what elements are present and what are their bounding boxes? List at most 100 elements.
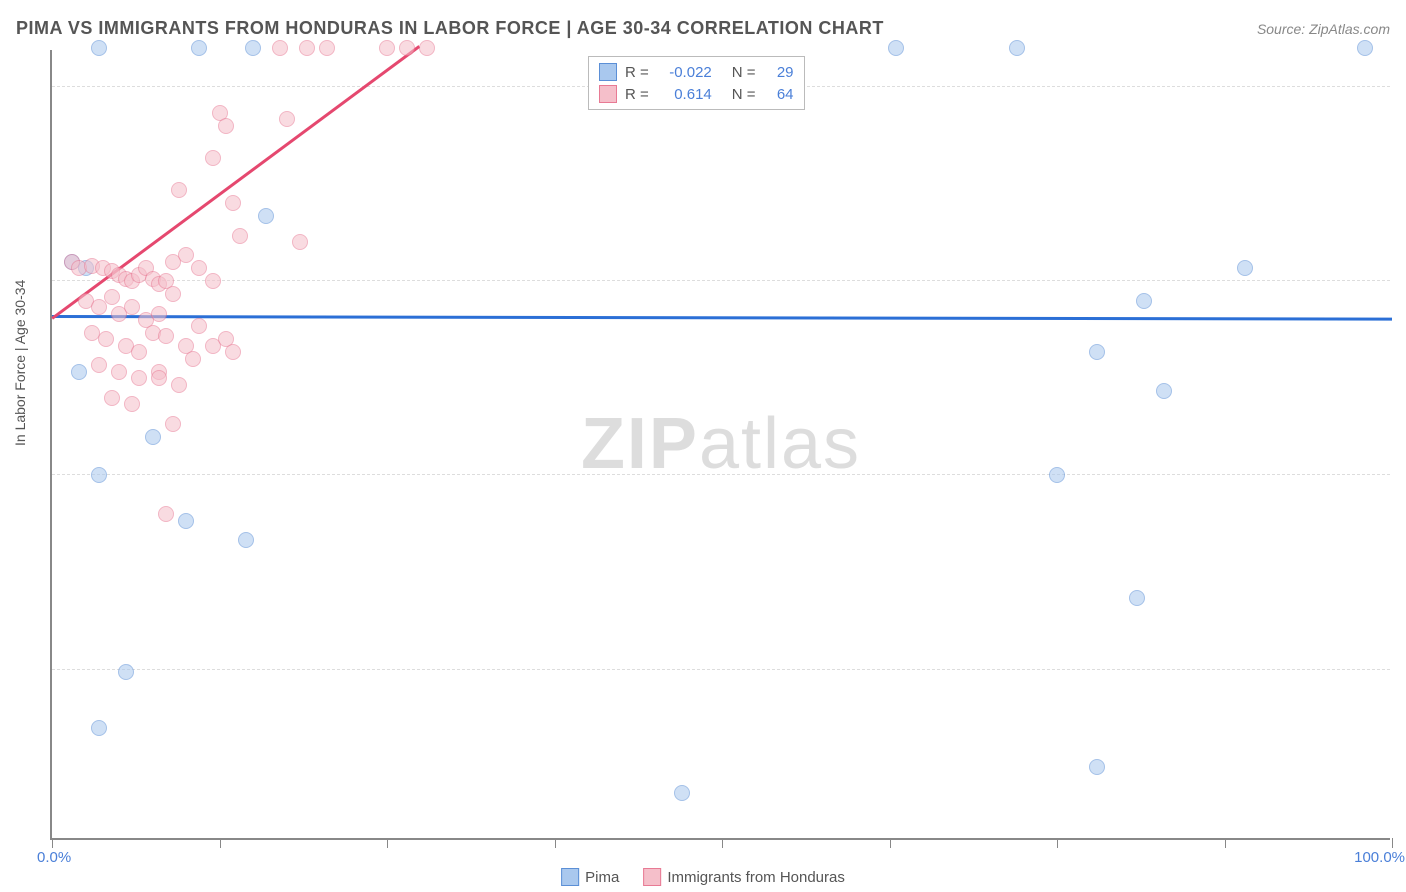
data-point [171, 377, 187, 393]
data-point [1237, 260, 1253, 276]
gridline [52, 669, 1390, 670]
data-point [238, 532, 254, 548]
data-point [185, 351, 201, 367]
data-point [419, 40, 435, 56]
data-point [1049, 467, 1065, 483]
legend-label: Immigrants from Honduras [667, 869, 845, 886]
stat-r-value: -0.022 [657, 64, 712, 81]
data-point [1357, 40, 1373, 56]
data-point [1156, 383, 1172, 399]
x-tick [722, 838, 723, 848]
legend-label: Pima [585, 869, 619, 886]
data-point [191, 40, 207, 56]
legend-swatch [599, 85, 617, 103]
x-tick [52, 838, 53, 848]
data-point [399, 40, 415, 56]
data-point [165, 286, 181, 302]
legend-swatch [643, 868, 661, 886]
data-point [131, 370, 147, 386]
data-point [111, 364, 127, 380]
data-point [292, 234, 308, 250]
legend-item: Pima [561, 868, 619, 886]
y-tick-label: 85.0% [1400, 256, 1406, 273]
stat-r-label: R = [625, 64, 649, 81]
data-point [191, 260, 207, 276]
x-tick [387, 838, 388, 848]
y-axis-label: In Labor Force | Age 30-34 [12, 280, 28, 446]
data-point [158, 328, 174, 344]
watermark: ZIPatlas [581, 403, 861, 485]
stat-r-label: R = [625, 86, 649, 103]
trend-line [52, 315, 1392, 320]
data-point [888, 40, 904, 56]
source-attribution: Source: ZipAtlas.com [1257, 21, 1390, 37]
data-point [91, 720, 107, 736]
data-point [165, 416, 181, 432]
legend-swatch [599, 63, 617, 81]
data-point [104, 390, 120, 406]
data-point [258, 208, 274, 224]
legend-swatch [561, 868, 579, 886]
data-point [91, 299, 107, 315]
data-point [151, 306, 167, 322]
stat-r-value: 0.614 [657, 86, 712, 103]
data-point [1089, 759, 1105, 775]
bottom-legend: Pima Immigrants from Honduras [561, 868, 845, 886]
stats-row: R =0.614N =64 [599, 83, 794, 105]
x-tick [555, 838, 556, 848]
data-point [674, 785, 690, 801]
stats-box: R =-0.022N =29R =0.614N =64 [588, 56, 805, 110]
data-point [225, 195, 241, 211]
data-point [272, 40, 288, 56]
data-point [225, 344, 241, 360]
data-point [118, 664, 134, 680]
x-min-label: 0.0% [37, 849, 71, 866]
gridline [52, 474, 1390, 475]
data-point [71, 364, 87, 380]
data-point [218, 118, 234, 134]
x-tick [890, 838, 891, 848]
data-point [1089, 344, 1105, 360]
data-point [124, 299, 140, 315]
chart-title: PIMA VS IMMIGRANTS FROM HONDURAS IN LABO… [16, 18, 884, 39]
x-tick [1057, 838, 1058, 848]
x-tick [1392, 838, 1393, 848]
data-point [124, 396, 140, 412]
data-point [91, 467, 107, 483]
data-point [91, 357, 107, 373]
data-point [104, 289, 120, 305]
data-point [1136, 293, 1152, 309]
data-point [178, 513, 194, 529]
scatter-plot: ZIPatlas 55.0%70.0%85.0%100.0%0.0%100.0%… [50, 50, 1390, 840]
data-point [1009, 40, 1025, 56]
y-tick-label: 100.0% [1400, 61, 1406, 78]
data-point [151, 370, 167, 386]
data-point [98, 331, 114, 347]
stat-n-label: N = [732, 86, 756, 103]
data-point [131, 344, 147, 360]
data-point [91, 40, 107, 56]
x-tick [220, 838, 221, 848]
y-tick-label: 55.0% [1400, 644, 1406, 661]
data-point [319, 40, 335, 56]
data-point [158, 506, 174, 522]
data-point [245, 40, 261, 56]
data-point [178, 247, 194, 263]
x-max-label: 100.0% [1354, 849, 1405, 866]
y-tick-label: 70.0% [1400, 450, 1406, 467]
stat-n-value: 29 [764, 64, 794, 81]
legend-item: Immigrants from Honduras [643, 868, 845, 886]
stat-n-label: N = [732, 64, 756, 81]
data-point [232, 228, 248, 244]
data-point [279, 111, 295, 127]
data-point [205, 150, 221, 166]
header: PIMA VS IMMIGRANTS FROM HONDURAS IN LABO… [16, 18, 1390, 39]
data-point [171, 182, 187, 198]
data-point [205, 273, 221, 289]
stats-row: R = -0.022 N = 29 [599, 61, 794, 83]
data-point [379, 40, 395, 56]
data-point [1129, 590, 1145, 606]
data-point [191, 318, 207, 334]
x-tick [1225, 838, 1226, 848]
data-point [299, 40, 315, 56]
